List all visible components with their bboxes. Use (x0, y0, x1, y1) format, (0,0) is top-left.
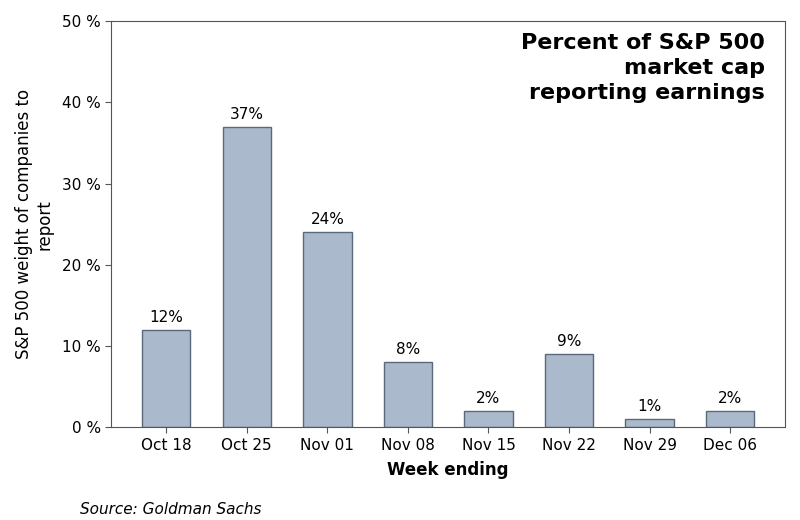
Text: 12%: 12% (150, 310, 183, 325)
Bar (464, 411, 513, 427)
Text: 2%: 2% (718, 391, 742, 406)
X-axis label: Week ending: Week ending (387, 461, 509, 479)
Text: 2%: 2% (476, 391, 501, 406)
Y-axis label: S&P 500 weight of companies to
report: S&P 500 weight of companies to report (15, 89, 54, 359)
Bar (222, 127, 271, 427)
Bar (384, 362, 432, 427)
Bar (626, 419, 674, 427)
Bar (142, 330, 190, 427)
Bar (545, 354, 594, 427)
Text: 24%: 24% (310, 212, 344, 227)
Text: 1%: 1% (638, 399, 662, 414)
Bar (303, 232, 351, 427)
Bar (706, 411, 754, 427)
Text: 8%: 8% (396, 342, 420, 357)
Text: Source: Goldman Sachs: Source: Goldman Sachs (80, 502, 262, 517)
Text: 37%: 37% (230, 107, 264, 122)
Text: Percent of S&P 500
market cap
reporting earnings: Percent of S&P 500 market cap reporting … (521, 33, 765, 103)
Text: 9%: 9% (557, 334, 582, 349)
